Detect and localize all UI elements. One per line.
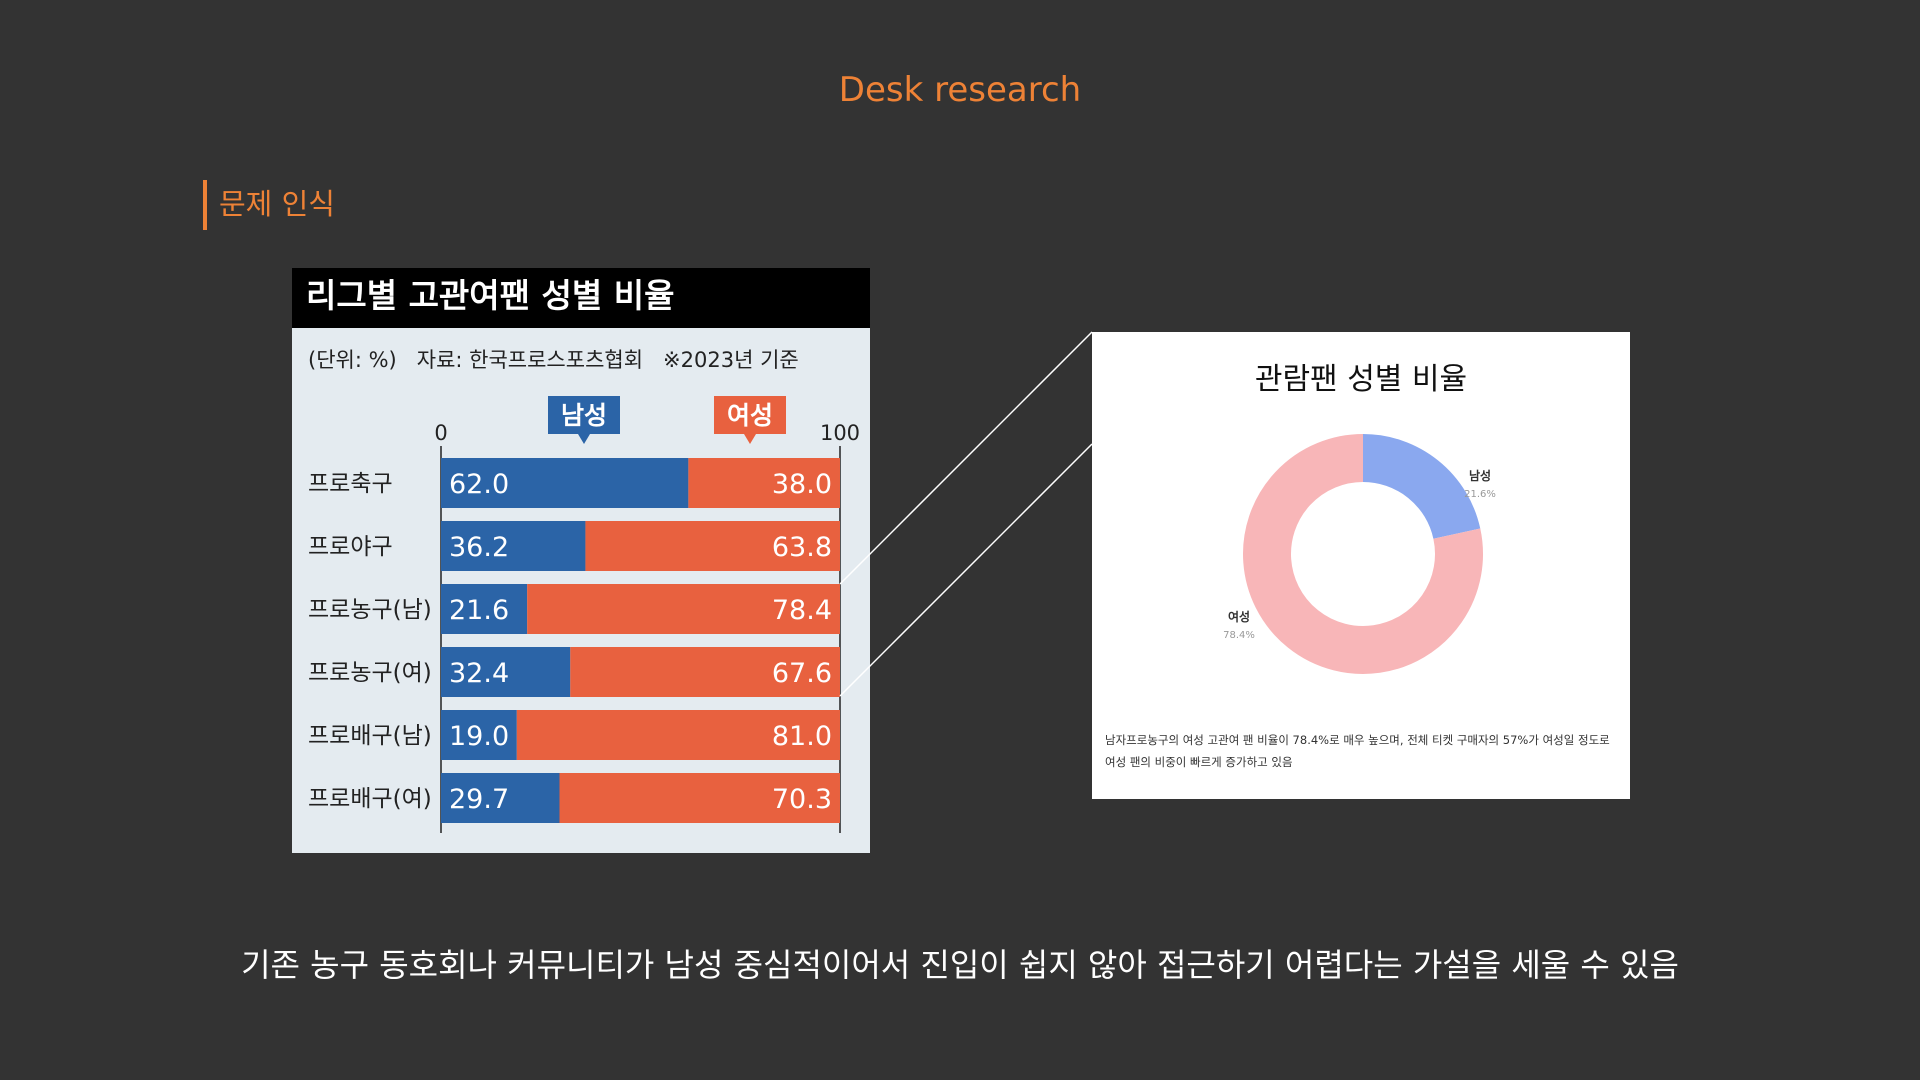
bar-label-male: 36.2 [449, 532, 509, 563]
section-label: 문제 인식 [203, 180, 335, 230]
bar-label-male: 29.7 [449, 784, 509, 815]
page-title: Desk research [838, 70, 1082, 110]
bar-female [688, 458, 840, 508]
bar-female [570, 647, 840, 697]
hypothesis-text: 기존 농구 동호회나 커뮤니티가 남성 중심적이어서 진입이 쉽지 않아 접근하… [241, 946, 1679, 984]
bar-label-male: 62.0 [449, 469, 509, 500]
bar-male [441, 521, 586, 571]
bar-label-male: 32.4 [449, 658, 509, 689]
donut-chart-note: 남자프로농구의 여성 고관여 팬 비율이 78.4%로 매우 높으며, 전체 티… [1105, 733, 1610, 769]
slice-label-male: 남성 [1469, 468, 1491, 483]
bar-label-female: 81.0 [772, 721, 832, 752]
bar-label-female: 67.6 [772, 658, 832, 689]
connector-line-bottom [839, 443, 1093, 697]
bar-label-female: 38.0 [772, 469, 832, 500]
category-label: 프로농구(남) [308, 597, 432, 623]
legend-pointer-male [578, 434, 590, 444]
donut-chart: 남성 21.6% 여성 78.4% [1223, 434, 1496, 674]
bar-chart-title: 리그별 고관여팬 성별 비율 [292, 268, 870, 328]
bar-male [441, 710, 517, 760]
fan-gender-donut-card: 남성 21.6% 여성 78.4% 관람팬 성별 비율 남자프로농구의 여성 고관여 … [1092, 332, 1630, 799]
legend-male: 남성 [548, 396, 620, 444]
bar-female [585, 521, 840, 571]
bar-chart-subtitle: (단위: %) 자료: 한국프로스포츠협회 ※2023년 기준 [308, 348, 799, 372]
legend-badge-male [548, 396, 620, 434]
category-label: 프로농구(여) [308, 660, 432, 686]
bar-male [441, 458, 689, 508]
category-label: 프로배구(여) [308, 786, 432, 812]
slice-value-female: 78.4% [1223, 630, 1255, 641]
bar-male [441, 773, 560, 823]
bar-label-female: 70.3 [772, 784, 832, 815]
bar-label-female: 63.8 [772, 532, 832, 563]
legend-female: 여성 [714, 396, 786, 444]
bar-female [559, 773, 840, 823]
donut-slice-female [1243, 434, 1483, 674]
category-label: 프로축구 [308, 471, 393, 497]
bar-male [441, 584, 528, 634]
donut-slice-male [1362, 434, 1481, 540]
bar-label-male: 19.0 [449, 721, 509, 752]
bar-label-male: 21.6 [449, 595, 509, 626]
legend-label-female: 여성 [727, 401, 773, 430]
league-gender-ratio-card: 리그별 고관여팬 성별 비율 (단위: %) 자료: 한국프로스포츠협회 ※20… [292, 268, 870, 853]
connector-line-top [839, 331, 1093, 585]
legend-pointer-female [744, 434, 756, 444]
legend-label-male: 남성 [561, 401, 607, 430]
bar-female [527, 584, 840, 634]
bar-label-female: 78.4 [772, 595, 832, 626]
slice-label-female: 여성 [1228, 609, 1250, 624]
category-label: 프로야구 [308, 534, 393, 560]
tick-label-100: 100 [820, 421, 860, 445]
bar-male [441, 647, 571, 697]
slice-value-male: 21.6% [1464, 489, 1496, 500]
legend-badge-female [714, 396, 786, 434]
category-label: 프로배구(남) [308, 723, 432, 749]
bar-female [516, 710, 840, 760]
tick-label-0: 0 [434, 421, 447, 445]
donut-chart-title: 관람팬 성별 비율 [1254, 362, 1468, 397]
